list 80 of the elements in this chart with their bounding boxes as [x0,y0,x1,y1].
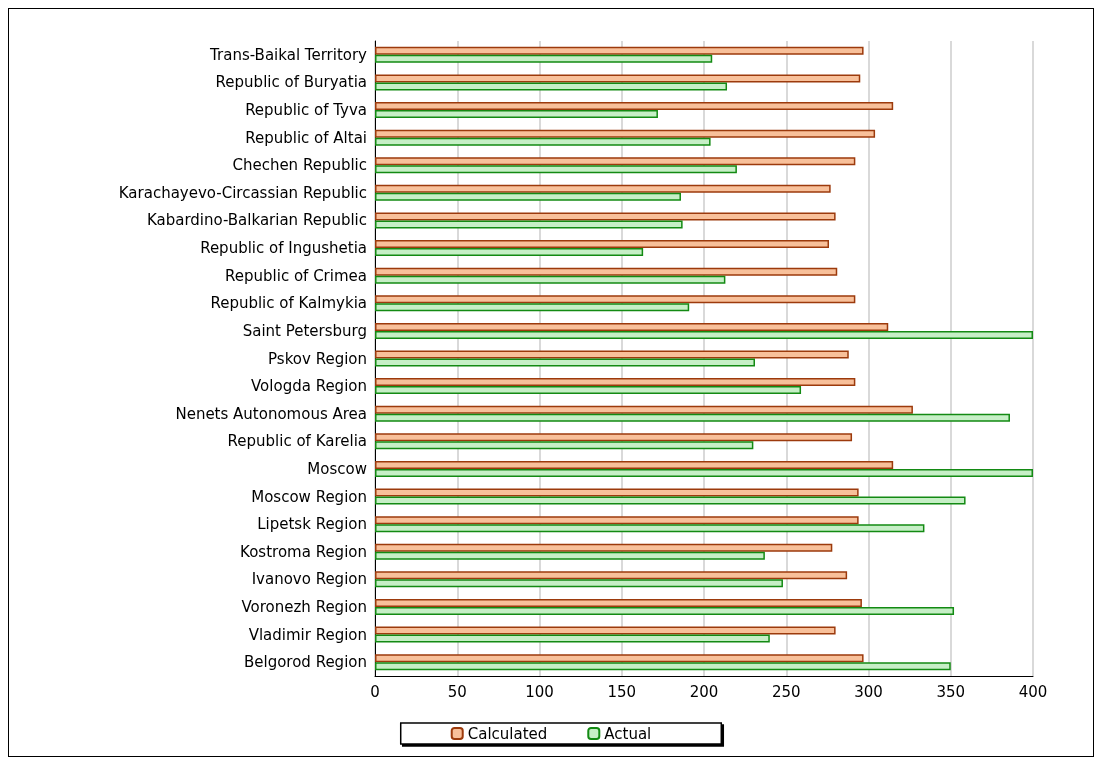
bar [375,626,836,635]
bar [375,654,864,663]
y-tick-label: Ivanovo Region [251,570,367,589]
y-tick-label: Moscow Region [251,487,367,506]
bar [375,468,1033,477]
y-tick-label: Kostroma Region [240,542,367,561]
y-tick-label: Republic of Kalmykia [210,294,367,313]
bar [375,220,683,229]
bar [375,46,864,55]
y-tick-label: Pskov Region [268,349,367,368]
y-tick-label: Vladimir Region [248,625,367,644]
bar [375,524,925,533]
bar [375,441,754,450]
bar [375,488,859,497]
bar [375,598,862,607]
bar [375,212,836,221]
bar [375,433,853,442]
bar [375,496,966,505]
bar [375,184,831,193]
bar [375,378,856,387]
y-tick-label: Vologda Region [251,377,367,396]
y-tick-label: Belgorod Region [243,653,367,672]
bar [375,129,876,138]
bar [375,460,894,469]
bar [375,82,728,91]
bar [375,275,726,284]
bar [375,165,737,174]
bar [375,413,1010,422]
bar [375,240,830,249]
y-tick-label: Kabardino-Balkarian Republic [146,211,367,230]
bar [375,662,951,671]
bar [375,330,1033,339]
y-tick-label: Nenets Autonomous Area [175,404,367,423]
bar [375,579,783,588]
y-tick-label: Trans-Baikal Territory [209,45,368,64]
bar [375,192,681,201]
bar [375,74,861,83]
bar [375,157,856,166]
y-tick-label: Karachayevo-Circassian Republic [118,183,367,202]
x-tick-label: 100 [525,682,554,701]
bar [375,303,690,312]
y-tick-label: Saint Petersburg [242,321,367,340]
x-tick-label: 50 [447,682,467,701]
bar [375,248,644,257]
legend-label: Calculated [467,724,548,743]
bar [375,54,713,63]
x-tick-label: 350 [936,682,966,701]
x-tick-label: 250 [771,682,801,701]
y-tick-label: Republic of Tyva [245,101,367,120]
bar [375,516,859,525]
bar [375,606,955,615]
y-tick-label: Republic of Buryatia [215,73,367,92]
y-tick-label: Moscow [307,459,367,478]
bar [375,571,848,580]
x-tick-label: 150 [607,682,637,701]
bar [375,350,849,359]
bar [375,634,770,643]
bar [375,358,755,367]
bar [375,137,711,146]
y-tick-label: Republic of Ingushetia [200,239,367,258]
bar [375,551,765,560]
x-tick-label: 400 [1018,682,1048,701]
y-tick-label: Voronezh Region [241,597,367,616]
bar [375,543,833,552]
bar [375,386,802,395]
x-tick-label: 300 [854,682,883,701]
bar [375,102,894,111]
bar [375,110,658,119]
bar [375,295,856,304]
y-tick-label: Republic of Karelia [227,432,367,451]
bar [375,322,889,331]
bar [375,267,838,276]
legend-label: Actual [604,724,652,743]
x-tick-label: 200 [689,682,719,701]
y-tick-label: Chechen Republic [232,156,367,175]
bar [375,405,913,414]
y-tick-label: Lipetsk Region [257,515,367,534]
x-tick-label: 0 [370,682,380,701]
y-tick-label: Republic of Crimea [225,266,367,285]
y-tick-label: Republic of Altai [245,128,367,147]
